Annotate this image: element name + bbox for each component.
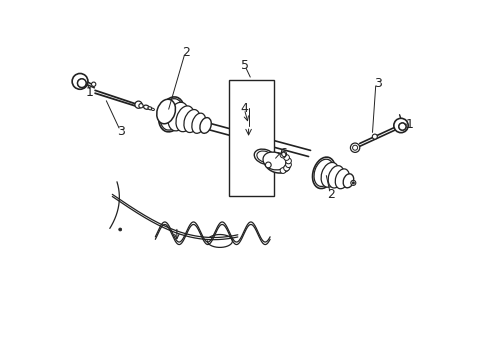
Text: 1: 1 [406, 118, 414, 131]
Ellipse shape [192, 113, 206, 133]
Circle shape [266, 162, 271, 168]
Text: 1: 1 [86, 86, 94, 99]
Circle shape [72, 73, 88, 89]
Circle shape [280, 168, 286, 174]
Ellipse shape [200, 118, 211, 133]
Text: 2: 2 [327, 188, 335, 201]
Circle shape [353, 145, 358, 150]
Ellipse shape [151, 108, 154, 111]
Circle shape [92, 82, 96, 86]
Circle shape [372, 134, 377, 139]
Ellipse shape [264, 153, 291, 173]
Ellipse shape [263, 152, 286, 170]
Circle shape [286, 158, 292, 164]
Circle shape [119, 228, 122, 231]
Ellipse shape [148, 107, 152, 110]
Circle shape [280, 152, 286, 158]
Text: 4: 4 [241, 102, 248, 115]
Circle shape [399, 123, 406, 130]
Circle shape [286, 162, 292, 167]
Ellipse shape [144, 105, 149, 109]
Circle shape [135, 101, 142, 108]
Ellipse shape [157, 99, 175, 124]
Ellipse shape [160, 99, 183, 130]
Circle shape [394, 118, 408, 133]
Circle shape [284, 155, 290, 161]
Ellipse shape [328, 166, 344, 188]
Ellipse shape [257, 151, 272, 162]
Circle shape [351, 180, 356, 185]
Ellipse shape [176, 106, 194, 132]
Ellipse shape [314, 159, 334, 186]
Text: 3: 3 [117, 125, 125, 138]
Ellipse shape [184, 109, 200, 132]
Text: 5: 5 [241, 59, 249, 72]
Circle shape [139, 104, 143, 108]
Circle shape [350, 143, 360, 152]
Ellipse shape [168, 102, 189, 131]
Ellipse shape [254, 149, 275, 164]
Text: 2: 2 [182, 46, 190, 59]
Circle shape [352, 182, 354, 184]
Bar [229, 80, 274, 196]
Circle shape [77, 79, 86, 87]
Text: 3: 3 [374, 77, 382, 90]
Ellipse shape [321, 162, 339, 187]
Ellipse shape [159, 97, 184, 132]
Circle shape [77, 79, 86, 87]
Text: 6: 6 [279, 147, 287, 159]
Ellipse shape [313, 157, 335, 189]
Ellipse shape [343, 174, 354, 188]
Circle shape [399, 123, 406, 130]
Ellipse shape [335, 169, 349, 189]
Circle shape [284, 165, 290, 171]
